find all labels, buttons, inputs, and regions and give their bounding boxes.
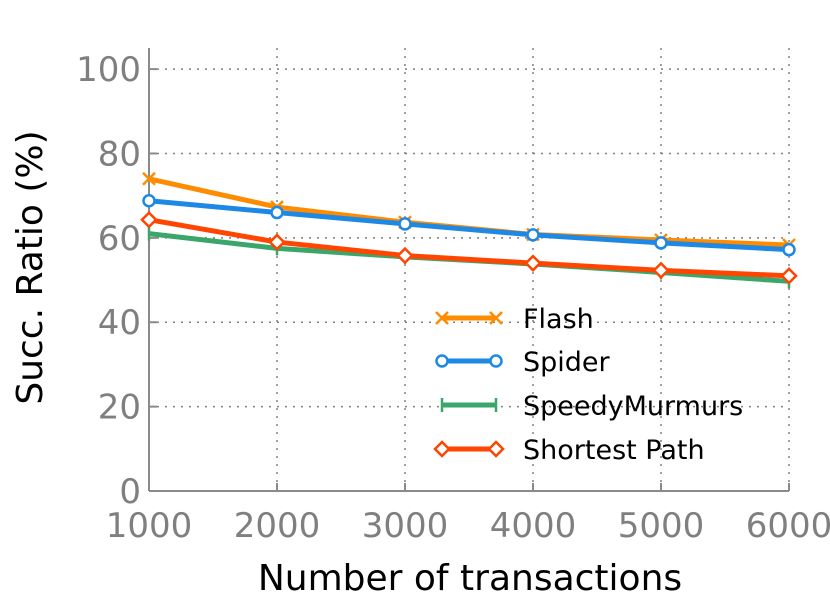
legend-label: SpeedyMurmurs bbox=[523, 391, 743, 422]
y-tick-label: 80 bbox=[98, 134, 141, 174]
y-tick-label: 0 bbox=[119, 472, 141, 512]
diamond-marker bbox=[652, 261, 670, 280]
x-tick-label: 1000 bbox=[106, 506, 193, 546]
x-tick-label: 6000 bbox=[746, 506, 830, 546]
diamond-marker bbox=[140, 210, 158, 229]
diamond-marker bbox=[780, 267, 798, 285]
circle-marker bbox=[526, 228, 540, 242]
x-marker bbox=[142, 171, 156, 186]
x-tick-label: 5000 bbox=[618, 506, 705, 546]
diamond-marker bbox=[524, 254, 542, 272]
circle-marker bbox=[398, 217, 412, 231]
y-axis-label: Succ. Ratio (%) bbox=[10, 130, 51, 404]
circle-marker bbox=[489, 354, 503, 368]
x-marker bbox=[435, 311, 449, 325]
y-tick-label: 40 bbox=[98, 303, 141, 343]
legend-item-shortest-path: Shortest Path bbox=[433, 435, 705, 466]
series-shortest-path bbox=[140, 210, 798, 285]
circle-marker bbox=[270, 205, 284, 220]
diamond-marker bbox=[487, 440, 505, 458]
circle-marker bbox=[435, 354, 449, 368]
legend-item-flash: Flash bbox=[435, 304, 594, 335]
series-spider bbox=[142, 193, 796, 257]
x-tick-label: 3000 bbox=[362, 506, 449, 546]
axes-layer: 0 20 40 60 80 100 1000 2000 3000 4000 5000 6000 bbox=[76, 48, 830, 546]
diamond-marker bbox=[268, 233, 286, 251]
legend-label: Flash bbox=[523, 304, 594, 335]
legend-label: Spider bbox=[523, 347, 611, 378]
y-tick-label: 100 bbox=[76, 50, 141, 90]
x-tick-label: 4000 bbox=[490, 506, 577, 546]
circle-marker bbox=[142, 193, 156, 208]
circle-marker bbox=[654, 236, 668, 250]
circle-marker bbox=[782, 242, 796, 257]
y-tick-label: 60 bbox=[98, 219, 141, 259]
legend-item-speedymurmurs: SpeedyMurmurs bbox=[440, 391, 743, 422]
legend-label: Shortest Path bbox=[523, 435, 705, 466]
legend: Flash Spider SpeedyMurmurs Shortest Path bbox=[433, 304, 743, 466]
y-tick-label: 20 bbox=[98, 388, 141, 428]
x-tick-label: 2000 bbox=[234, 506, 321, 546]
legend-item-spider: Spider bbox=[435, 347, 611, 378]
series-line bbox=[148, 217, 790, 279]
series-line bbox=[148, 198, 790, 253]
series-layer bbox=[140, 171, 798, 289]
diamond-marker bbox=[433, 440, 451, 458]
x-axis-label: Number of transactions bbox=[258, 558, 682, 593]
diamond-marker bbox=[396, 246, 414, 265]
series-flash bbox=[142, 171, 796, 252]
x-marker bbox=[489, 311, 503, 325]
